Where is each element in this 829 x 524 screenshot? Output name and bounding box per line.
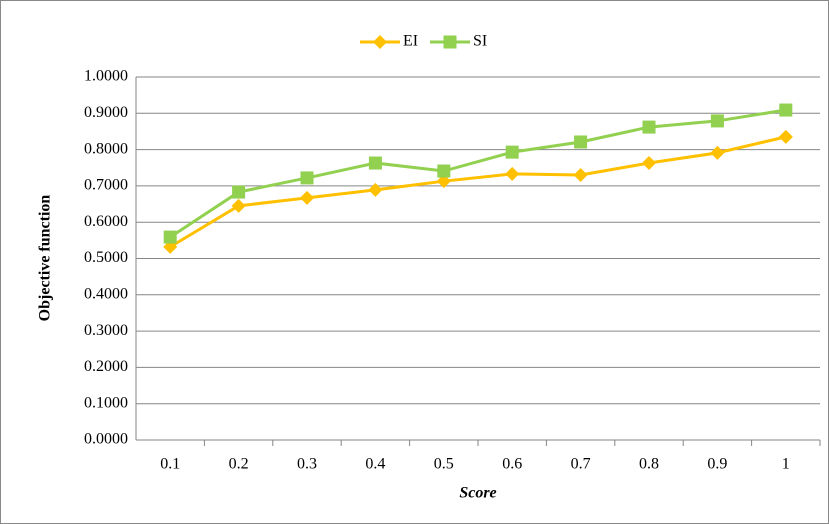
data-point: [368, 182, 383, 197]
x-tick-label: 0.8: [639, 456, 659, 473]
x-tick-label: 0.1: [160, 456, 180, 473]
y-tick-label: 0.2000: [84, 358, 128, 375]
data-point: [505, 145, 519, 159]
x-tick-label: 0.6: [502, 456, 522, 473]
data-point: [574, 135, 588, 149]
x-tick-label: 0.5: [434, 456, 454, 473]
data-point: [436, 174, 451, 189]
y-tick-label: 0.0000: [84, 431, 128, 448]
y-tick-label: 0.3000: [84, 322, 128, 339]
data-point: [300, 171, 314, 185]
data-point: [779, 103, 793, 117]
legend-label: EI: [403, 33, 418, 50]
data-point: [368, 156, 382, 170]
y-tick-label: 0.1000: [84, 394, 128, 411]
series-line: [169, 135, 787, 249]
data-point: [437, 164, 451, 178]
y-tick-label: 0.4000: [84, 285, 128, 302]
series-line: [169, 108, 787, 239]
x-tick-label: 0.3: [297, 456, 317, 473]
y-tick-label: 0.5000: [84, 249, 128, 266]
data-point: [232, 185, 246, 199]
x-tick-label: 0.9: [707, 456, 727, 473]
y-axis-title: Objective function: [37, 195, 54, 322]
y-tick-label: 0.9000: [84, 104, 128, 121]
y-tick-label: 0.6000: [84, 213, 128, 230]
data-point: [231, 198, 246, 213]
y-tick-label: 0.8000: [84, 140, 128, 157]
data-point: [778, 129, 793, 144]
data-point: [642, 156, 656, 171]
y-tick-label: 1.0000: [84, 68, 128, 85]
data-point: [642, 120, 656, 134]
legend-label: SI: [473, 33, 487, 50]
data-point: [710, 114, 724, 128]
x-tick-label: 0.4: [365, 456, 385, 473]
data-point: [163, 230, 177, 244]
y-tick-label: 0.7000: [84, 177, 128, 194]
data-point: [505, 166, 520, 181]
x-tick-label: 0.2: [229, 456, 249, 473]
legend-marker: [373, 35, 387, 49]
x-tick-label: 1: [782, 456, 790, 473]
data-point: [710, 145, 725, 160]
x-tick-label: 0.7: [571, 456, 591, 473]
legend-marker: [443, 35, 457, 49]
data-point: [573, 168, 588, 183]
data-point: [300, 190, 314, 205]
x-axis-title: Score: [459, 485, 496, 502]
